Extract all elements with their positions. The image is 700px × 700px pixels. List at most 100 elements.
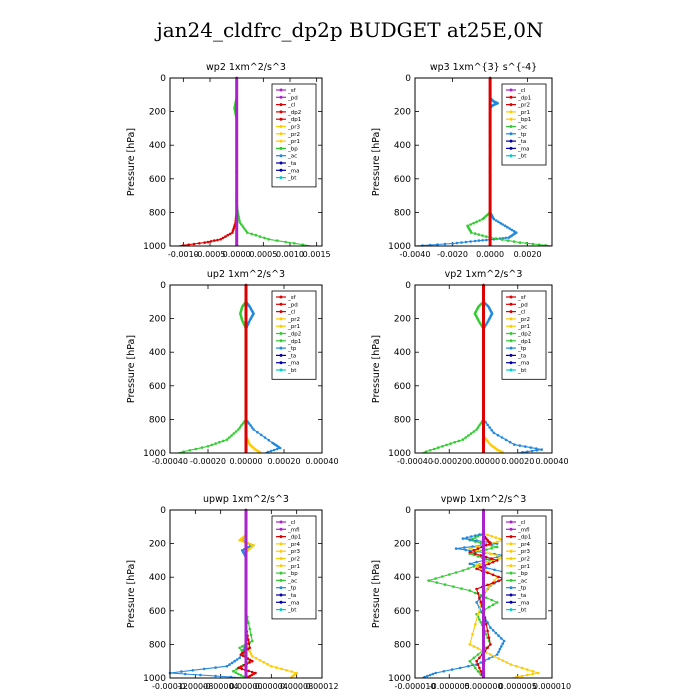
data-point: [479, 554, 483, 557]
legend-entry: _ma: [517, 361, 529, 367]
legend-entry: _tp: [287, 586, 297, 592]
y-tick-label: 400: [149, 348, 166, 358]
data-point: [468, 589, 472, 592]
chart-title: up2 1xm^2/s^3: [207, 269, 285, 280]
data-point: [475, 567, 478, 571]
data-point: [249, 424, 252, 427]
data-point: [240, 223, 243, 226]
data-point: [476, 670, 480, 673]
data-point: [263, 236, 266, 240]
data-point: [219, 238, 222, 241]
legend-entry: _bp: [287, 146, 298, 152]
data-point: [463, 546, 466, 549]
legend-entry: _bt: [287, 176, 297, 182]
y-tick-label: 1000: [388, 674, 411, 684]
data-point: [470, 231, 473, 234]
x-tick-label: -0.000010: [394, 682, 435, 691]
data-point: [530, 449, 534, 453]
plot-frame: [414, 509, 553, 679]
legend-marker: [279, 146, 283, 150]
legend-marker: [279, 339, 283, 343]
data-point: [482, 575, 485, 579]
data-point: [508, 227, 511, 230]
data-point: [476, 612, 480, 616]
data-point: [488, 130, 492, 134]
x-tick-label: 0.000000: [464, 682, 502, 691]
legend-entry: _dp2: [287, 332, 301, 338]
data-point: [258, 658, 262, 662]
data-point: [235, 204, 238, 207]
data-point: [244, 629, 248, 633]
data-point: [235, 190, 238, 194]
x-tick-label: -0.00040: [397, 457, 433, 466]
legend-entry: _dp1: [517, 535, 531, 541]
data-point: [482, 377, 485, 381]
data-point: [487, 605, 491, 609]
data-point: [501, 223, 505, 226]
data-point: [441, 575, 444, 578]
legend-marker: [279, 549, 283, 553]
data-point: [450, 668, 454, 671]
x-tick-label: 0.0000: [476, 250, 504, 259]
data-point: [244, 391, 248, 394]
data-point: [244, 297, 248, 300]
x-tick-label: 0.0015: [303, 250, 331, 259]
legend-entry: _ac: [287, 578, 297, 584]
y-tick-label: 800: [149, 415, 166, 425]
data-point: [235, 96, 238, 100]
legend-marker: [509, 346, 513, 350]
data-point: [424, 450, 428, 454]
data-point: [537, 671, 540, 675]
data-point: [482, 431, 485, 435]
data-point: [235, 157, 238, 160]
data-point: [484, 544, 488, 547]
x-tick-label: 0.00040: [305, 457, 338, 466]
data-point: [482, 649, 485, 653]
data-point: [476, 663, 480, 666]
data-point: [537, 243, 541, 246]
data-point: [252, 428, 255, 431]
legend-marker: [509, 339, 513, 343]
data-point: [258, 235, 262, 238]
data-point: [250, 670, 254, 674]
data-point: [244, 377, 248, 381]
data-point: [192, 242, 196, 246]
legend-marker: [509, 317, 513, 321]
legend-entry: _dp1: [517, 95, 531, 101]
data-point: [495, 653, 499, 656]
legend-marker: [509, 310, 513, 314]
y-tick-label: 800: [149, 208, 166, 218]
x-tick-label: -0.0040: [400, 250, 431, 259]
y-tick-label: 800: [394, 415, 411, 425]
data-point: [476, 592, 480, 595]
data-point: [248, 646, 252, 650]
legend-entry: _pd: [517, 302, 528, 308]
y-tick-label: 600: [394, 607, 411, 617]
legend-marker: [279, 95, 283, 99]
legend-marker: [279, 542, 283, 546]
data-point: [251, 659, 254, 663]
data-point: [238, 538, 241, 542]
data-point: [464, 240, 468, 244]
data-point: [275, 239, 279, 242]
data-point: [506, 225, 509, 229]
data-point: [232, 670, 235, 673]
data-point: [246, 231, 249, 234]
data-point: [491, 629, 495, 632]
data-point: [472, 565, 476, 568]
legend-marker: [509, 542, 513, 546]
legend-marker: [509, 608, 513, 612]
data-point: [492, 217, 496, 221]
data-point: [225, 438, 229, 441]
data-point: [434, 671, 437, 675]
data-point: [428, 449, 432, 452]
data-point: [512, 229, 516, 233]
data-point: [476, 653, 480, 656]
legend-marker: [279, 353, 283, 357]
data-point: [443, 242, 447, 246]
x-tick-label: -0.00040: [152, 457, 188, 466]
legend-entry: _pr1: [517, 110, 530, 116]
legend-entry: _bt: [517, 154, 527, 160]
data-point: [244, 431, 248, 435]
